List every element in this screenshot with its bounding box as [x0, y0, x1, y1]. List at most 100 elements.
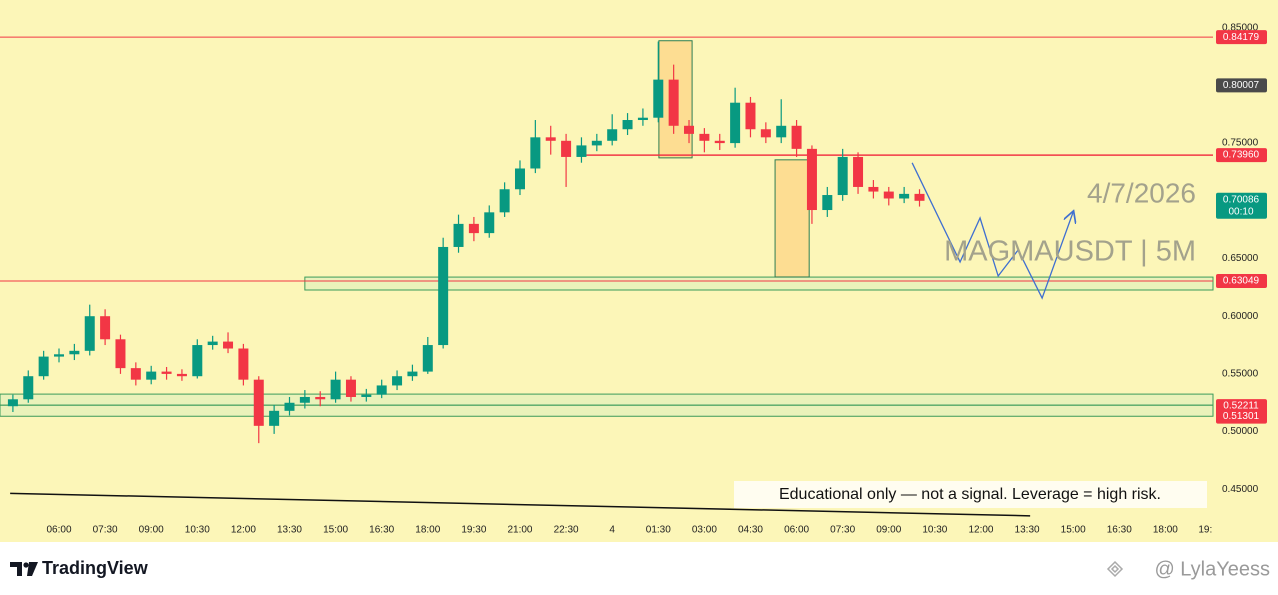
- candle-body: [806, 148, 817, 211]
- symbol-annotation: MAGMAUSDT | 5M: [944, 236, 1196, 268]
- x-tick-label: 15:00: [323, 525, 348, 536]
- price-tag: [1216, 78, 1267, 93]
- x-tick-label: 03:00: [692, 525, 717, 536]
- candle-body: [223, 341, 234, 349]
- x-tick-label: 13:30: [1015, 525, 1040, 536]
- note-box: [734, 481, 1207, 508]
- candle-body: [207, 341, 218, 346]
- candle-body: [637, 117, 648, 121]
- x-tick-label: 10:30: [922, 525, 947, 536]
- x-tick-label: 16:30: [1107, 525, 1132, 536]
- candle-body: [837, 156, 848, 196]
- candle-body: [591, 140, 602, 146]
- price-tag: [1216, 399, 1267, 414]
- candle-body: [776, 125, 787, 138]
- candle-body: [422, 345, 433, 372]
- candle-body: [130, 368, 141, 380]
- candle-body: [345, 379, 356, 397]
- candle-body: [484, 212, 495, 234]
- candle-body: [161, 371, 172, 374]
- x-tick-label: 22:30: [554, 525, 579, 536]
- candle-body: [176, 373, 187, 377]
- candle-body: [315, 396, 326, 400]
- x-tick-label: 18:00: [415, 525, 440, 536]
- chart-background: [0, 0, 1278, 542]
- y-tick-label: 0.85000: [1222, 22, 1259, 33]
- y-tick-label: 0.65000: [1222, 253, 1259, 264]
- candle-body: [545, 137, 556, 141]
- x-tick-label: 07:30: [93, 525, 118, 536]
- watermark: @ LylaYeess: [1154, 558, 1270, 580]
- y-tick-label: 0.45000: [1222, 484, 1259, 495]
- candle-body: [699, 133, 710, 141]
- candle-body: [822, 195, 833, 211]
- price-tag: [1216, 30, 1267, 45]
- candle-body: [7, 399, 18, 407]
- x-tick-label: 16:30: [369, 525, 394, 536]
- candle-body: [684, 125, 695, 134]
- y-tick-label: 0.75000: [1222, 138, 1259, 149]
- x-tick-label: 12:00: [968, 525, 993, 536]
- note: Educational only — not a signal. Leverag…: [779, 486, 1161, 503]
- candle-body: [438, 246, 449, 346]
- plot-area: [0, 36, 1214, 517]
- price-tag: [1216, 192, 1267, 219]
- x-tick-label: 18:00: [1153, 525, 1178, 536]
- candle-body: [253, 379, 264, 426]
- candle-body: [561, 140, 572, 157]
- trendline: [10, 492, 1031, 517]
- projection-path: [911, 162, 1073, 300]
- candle-body: [69, 350, 80, 355]
- candle-body: [883, 191, 894, 199]
- x-tick-label: 4: [609, 525, 615, 536]
- candle-body: [622, 120, 633, 130]
- zone: [0, 393, 1214, 406]
- candle-body: [530, 137, 541, 169]
- candle-body: [361, 394, 372, 397]
- candle-body: [868, 186, 879, 192]
- x-tick-label: 06:00: [784, 525, 809, 536]
- x-tick-label: 13:30: [277, 525, 302, 536]
- candle-body: [376, 385, 387, 395]
- candle-body: [146, 371, 157, 380]
- candle-body: [115, 339, 126, 369]
- price-tag: [1216, 148, 1267, 163]
- price-tag-label: 0.70086: [1223, 194, 1260, 205]
- price-tag-label: 0.52211: [1223, 401, 1259, 412]
- x-tick-label: 12:00: [231, 525, 256, 536]
- x-tick-label: 10:30: [185, 525, 210, 536]
- x-tick-label: 04:30: [738, 525, 763, 536]
- watermark-icon: [1106, 560, 1124, 578]
- x-tick-label: 19:: [1198, 525, 1212, 536]
- price-tag-label: 0.73960: [1223, 150, 1260, 161]
- price-tag-label: 0.80007: [1223, 80, 1260, 91]
- candle-body: [791, 125, 802, 149]
- candle-body: [299, 396, 310, 403]
- x-tick-label: 09:00: [139, 525, 164, 536]
- x-tick-label: 19:30: [461, 525, 486, 536]
- candle-body: [914, 193, 925, 201]
- x-tick-label: 06:00: [46, 525, 71, 536]
- date-annotation: 4/7/2026: [1087, 177, 1196, 208]
- highlight-box: [774, 159, 810, 278]
- candle-body: [853, 156, 864, 187]
- x-tick-label: 21:00: [507, 525, 532, 536]
- candle-body: [607, 129, 618, 141]
- candle-body: [84, 316, 95, 351]
- x-tick-label: 09:00: [876, 525, 901, 536]
- candle-body: [407, 371, 418, 377]
- candle-body: [653, 79, 664, 118]
- candle-body: [392, 376, 403, 386]
- price-tag-label: 0.84179: [1223, 32, 1260, 43]
- candle-body: [730, 102, 741, 144]
- y-tick-label: 0.55000: [1222, 369, 1259, 380]
- candle-body: [100, 316, 111, 340]
- candle-body: [284, 402, 295, 411]
- candle-body: [714, 140, 725, 144]
- y-tick-label: 0.60000: [1222, 311, 1259, 322]
- candle-body: [499, 189, 510, 213]
- price-tag: [1216, 274, 1267, 289]
- price-tag: [1216, 409, 1267, 424]
- candle-body: [192, 345, 203, 377]
